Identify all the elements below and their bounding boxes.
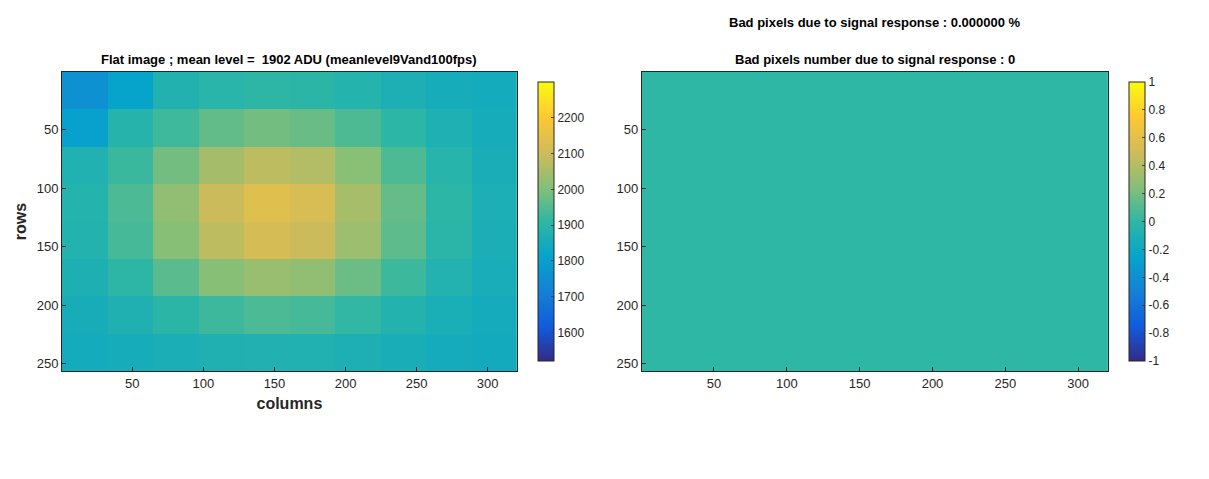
svg-text:1: 1: [1148, 75, 1155, 89]
svg-text:50: 50: [44, 122, 58, 137]
svg-text:columns: columns: [257, 395, 323, 412]
svg-text:250: 250: [406, 376, 428, 391]
svg-text:1600: 1600: [557, 326, 584, 340]
svg-text:100: 100: [193, 376, 215, 391]
svg-text:300: 300: [1067, 376, 1089, 391]
svg-text:0: 0: [1148, 215, 1155, 229]
svg-text:0.8: 0.8: [1148, 103, 1165, 117]
svg-text:200: 200: [922, 376, 944, 391]
svg-text:2100: 2100: [557, 147, 584, 161]
svg-text:150: 150: [37, 239, 59, 254]
svg-text:50: 50: [125, 376, 139, 391]
svg-text:0.2: 0.2: [1148, 187, 1165, 201]
svg-text:-1: -1: [1148, 354, 1159, 368]
svg-text:1900: 1900: [557, 218, 584, 232]
svg-text:200: 200: [617, 298, 639, 313]
svg-text:Bad pixels number due to signa: Bad pixels number due to signal response…: [735, 52, 1015, 67]
svg-text:1800: 1800: [557, 254, 584, 268]
svg-text:-0.6: -0.6: [1148, 298, 1169, 312]
svg-text:200: 200: [335, 376, 357, 391]
svg-text:-0.8: -0.8: [1148, 326, 1169, 340]
svg-text:150: 150: [264, 376, 286, 391]
svg-text:100: 100: [776, 376, 798, 391]
svg-text:-0.4: -0.4: [1148, 271, 1169, 285]
svg-text:Bad pixels due to signal respo: Bad pixels due to signal response : 0.00…: [729, 15, 1021, 30]
svg-text:50: 50: [707, 376, 721, 391]
svg-text:200: 200: [37, 298, 59, 313]
svg-text:250: 250: [37, 356, 59, 371]
svg-text:100: 100: [617, 181, 639, 196]
svg-text:2200: 2200: [557, 111, 584, 125]
svg-text:-0.2: -0.2: [1148, 243, 1169, 257]
svg-text:250: 250: [994, 376, 1016, 391]
svg-text:150: 150: [849, 376, 871, 391]
svg-text:100: 100: [37, 181, 59, 196]
svg-text:250: 250: [617, 356, 639, 371]
svg-text:50: 50: [624, 122, 638, 137]
svg-text:rows: rows: [12, 203, 29, 240]
svg-text:2000: 2000: [557, 183, 584, 197]
svg-text:150: 150: [617, 239, 639, 254]
svg-text:0.4: 0.4: [1148, 159, 1165, 173]
svg-text:300: 300: [477, 376, 499, 391]
svg-text:0.6: 0.6: [1148, 131, 1165, 145]
svg-text:Flat image ; mean level = 190: Flat image ; mean level = 1902 ADU (mean…: [101, 52, 477, 67]
svg-text:1700: 1700: [557, 290, 584, 304]
